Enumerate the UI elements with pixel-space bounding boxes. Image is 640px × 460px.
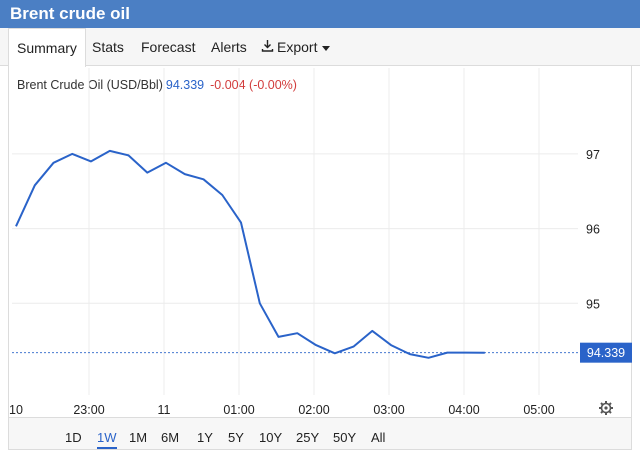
- gear-icon[interactable]: [599, 401, 613, 415]
- range-1w[interactable]: 1W: [97, 430, 117, 449]
- instrument-change: -0.004 (-0.00%): [210, 78, 297, 92]
- page-title: Brent crude oil: [10, 4, 130, 23]
- last-price-tag: [580, 342, 632, 363]
- range-6m[interactable]: 6M: [161, 430, 180, 445]
- x-tick-label: 04:00: [448, 403, 479, 417]
- range-1y[interactable]: 1Y: [197, 430, 213, 445]
- x-tick-label: 23:00: [73, 403, 104, 417]
- series-line: [15, 149, 485, 359]
- x-tick-label: 01:00: [223, 403, 254, 417]
- y-axis: 95 96 97: [586, 148, 600, 311]
- y-tick-label: 96: [586, 223, 600, 237]
- chart-frame: [8, 66, 632, 418]
- last-price-label: 94.339: [587, 346, 625, 360]
- x-tick-label: 11: [158, 403, 171, 417]
- x-axis: 10 23:00 11 01:00 02:00 03:00 04:00 05:00: [9, 403, 555, 417]
- tab-stats[interactable]: Stats: [92, 28, 124, 66]
- tab-stats-label: Stats: [92, 39, 124, 55]
- chart-grid: [12, 68, 578, 395]
- range-all[interactable]: All: [371, 430, 386, 445]
- price-chart[interactable]: 95 96 97 10 23:00 11 01:00 02:00 03:00 04:00 05:0…: [0, 0, 640, 418]
- range-10y[interactable]: 10Y: [259, 430, 283, 445]
- tab-alerts[interactable]: Alerts: [211, 28, 247, 66]
- tab-forecast[interactable]: Forecast: [141, 28, 195, 66]
- y-tick-label: 95: [586, 297, 600, 311]
- x-tick-label: 02:00: [298, 403, 329, 417]
- tab-export[interactable]: Export: [261, 28, 331, 67]
- chevron-down-icon: [322, 45, 331, 51]
- quote-line: Brent Crude Oil (USD/Bbl) 94.339 -0.004 (-…: [17, 78, 297, 92]
- range-selector: 1D 1W 1M 6M 1Y 5Y 10Y 25Y 50Y All: [8, 418, 632, 450]
- x-tick-label: 10: [9, 403, 23, 417]
- header-bar: Brent crude oil: [0, 0, 640, 28]
- y-tick-label: 97: [586, 148, 600, 162]
- tab-forecast-label: Forecast: [141, 39, 196, 55]
- download-icon: [261, 29, 274, 67]
- tab-bar: Summary Stats Forecast Alerts Export: [0, 28, 640, 67]
- range-25y[interactable]: 25Y: [296, 430, 320, 445]
- range-1m[interactable]: 1M: [129, 430, 148, 445]
- x-tick-label: 03:00: [373, 403, 404, 417]
- tab-export-label: Export: [277, 39, 318, 55]
- tab-summary[interactable]: Summary: [8, 28, 86, 67]
- tab-summary-label: Summary: [17, 40, 77, 56]
- x-tick-label: 05:00: [523, 403, 554, 417]
- range-5y[interactable]: 5Y: [228, 430, 244, 445]
- range-50y[interactable]: 50Y: [333, 430, 357, 445]
- tab-alerts-label: Alerts: [211, 39, 247, 55]
- instrument-price: 94.339: [165, 78, 205, 92]
- range-1d[interactable]: 1D: [65, 430, 82, 445]
- instrument-name: Brent Crude Oil (USD/Bbl): [17, 78, 163, 92]
